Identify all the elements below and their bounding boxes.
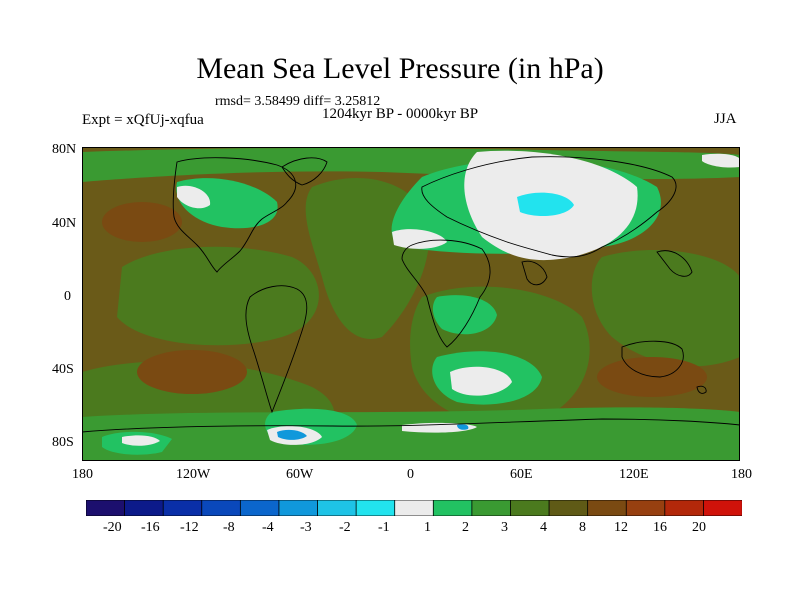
lon-label-60e: 60E [510,467,533,482]
colorbar-label: -8 [223,520,235,535]
colorbar-swatch [394,500,434,516]
colorbar-swatch [703,500,742,516]
season-label: JJA [714,111,737,127]
coastlines [82,156,740,433]
experiment-label: Expt = xQfUj-xqfua [82,112,204,128]
colorbar-swatch [664,500,705,516]
pressure-map [82,147,740,461]
lon-label-60w: 60W [286,467,314,482]
colorbar-label: -12 [180,520,199,535]
colorbar-label: 12 [614,520,628,535]
colorbar-swatch [317,500,357,516]
colorbar-label: 1 [424,520,431,535]
colorbar [86,500,742,516]
colorbar-swatch [124,500,164,516]
lon-label-180w: 180 [72,467,93,482]
colorbar-swatch [86,500,126,516]
colorbar-swatch [510,500,550,516]
colorbar-label: 8 [579,520,586,535]
colorbar-swatch [548,500,589,516]
arctic-white-patch [702,153,740,168]
lat-label-80s: 80S [52,435,74,450]
canada-white-region [177,185,211,209]
colorbar-swatch [239,500,280,516]
colorbar-label: 3 [501,520,508,535]
colorbar-swatch [278,500,319,516]
lon-label-120w: 120W [176,467,211,482]
colorbar-label: 20 [692,520,706,535]
lon-label-180e: 180 [731,467,752,482]
colorbar-label: 2 [462,520,469,535]
colorbar-swatch [625,500,666,516]
antarctic-green-band [82,407,740,461]
colorbar-swatch [162,500,203,516]
colorbar-label: -20 [103,520,122,535]
pacific-olive-region [117,246,319,346]
map-frame [82,147,740,461]
lat-label-40s: 40S [52,362,74,377]
ross-white-region [122,435,160,446]
lat-label-40n: 40N [52,216,77,231]
north-pacific-high [102,202,182,242]
lon-label-120e: 120E [619,467,649,482]
lat-label-0: 0 [64,289,71,304]
south-atlantic-green [432,295,497,335]
central-asia-cyan [517,192,574,217]
colorbar-swatch [587,500,627,516]
west-pacific-olive-region [591,249,740,367]
colorbar-swatch [355,500,396,516]
colorbar-swatch [201,500,242,516]
colorbar-label: -1 [378,520,390,535]
southern-white-region [450,366,512,396]
south-indian-high [597,357,707,397]
colorbar-label: 4 [540,520,547,535]
stats-text: rmsd= 3.58499 diff= 3.25812 [215,94,381,109]
south-pacific-high [137,350,247,394]
colorbar-label: 16 [653,520,667,535]
weddell-blue [277,429,307,440]
colorbar-swatch [471,500,512,516]
lat-label-80n: 80N [52,142,77,157]
period-label: 1204kyr BP - 0000kyr BP [322,106,479,122]
chart-title: Mean Sea Level Pressure (in hPa) [196,52,604,85]
antarctic-blue-spot [457,424,469,430]
colorbar-label: -4 [262,520,274,535]
colorbar-label: -3 [300,520,312,535]
colorbar-label: -2 [339,520,351,535]
sahara-white-region [392,229,447,249]
colorbar-label: -16 [141,520,160,535]
colorbar-swatch [432,500,473,516]
lon-label-0: 0 [407,467,414,482]
